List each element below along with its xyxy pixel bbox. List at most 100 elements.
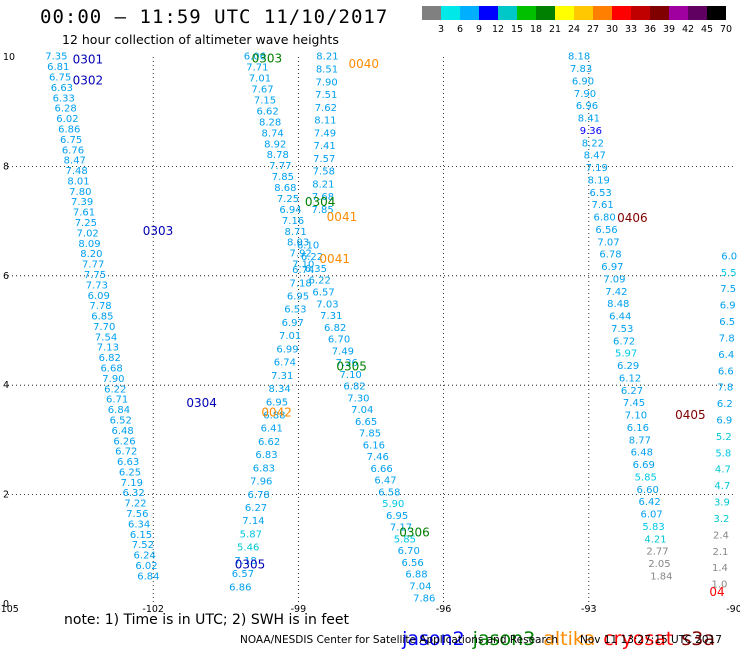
colorbar-swatch	[536, 6, 555, 20]
wave-height-value: 7.54	[95, 332, 117, 343]
wave-height-value: 6.62	[256, 106, 278, 117]
wave-height-value: 6.75	[49, 73, 71, 84]
wave-height-value: 6.71	[106, 395, 128, 406]
wave-height-value: 7.25	[277, 194, 299, 205]
colorbar-swatch	[593, 6, 612, 20]
x-tick-label: -90	[726, 604, 740, 615]
wave-height-value: 5.5	[721, 268, 737, 279]
wave-height-value: 6.52	[110, 415, 132, 426]
wave-height-value: 7.83	[570, 64, 592, 75]
pass-label: 0040	[348, 57, 379, 71]
wave-height-value: 7.85	[359, 429, 381, 440]
pass-label: 0405	[675, 408, 706, 422]
plot-area: -105-102-99-96-93-9002468107.356.816.756…	[0, 51, 740, 615]
wave-height-value: 6.6	[718, 366, 734, 377]
chart-title: 00:00 – 11:59 UTC 11/10/2017	[40, 6, 389, 28]
wave-height-value: 7.92	[290, 249, 312, 260]
wave-height-value: 7.8	[717, 383, 733, 394]
colorbar-swatch	[555, 6, 574, 20]
wave-height-value: 7.68	[312, 192, 334, 203]
pass-label: 0305	[235, 557, 266, 571]
legend-item-altika: altika	[543, 628, 596, 650]
y-tick-label: 2	[3, 490, 9, 501]
wave-height-value: 6.62	[258, 437, 280, 448]
wave-height-value: 7.17	[390, 523, 412, 534]
pass-label: 0304	[305, 195, 336, 209]
wave-height-value: 6.34	[128, 519, 150, 530]
wave-height-value: 7.31	[271, 371, 293, 382]
wave-height-value: 6.53	[590, 188, 612, 199]
wave-height-value: 7.04	[351, 405, 373, 416]
wave-height-value: 9.36	[580, 126, 602, 137]
wave-height-value: 8.28	[259, 117, 281, 128]
wave-height-value: 7.35	[45, 52, 67, 63]
wave-height-value: 8.51	[316, 64, 338, 75]
legend-item-jason2: jason2	[402, 628, 465, 650]
wave-height-value: 3.9	[714, 498, 730, 509]
wave-height-value: 6.57	[232, 569, 254, 580]
wave-height-value: 6.22	[301, 252, 323, 263]
y-tick-label: 0	[3, 599, 9, 610]
wave-height-value: 6.63	[117, 457, 139, 468]
wave-height-value: 7.01	[279, 331, 301, 342]
wave-height-value: 6.4	[718, 350, 734, 361]
wave-height-value: 6.95	[386, 511, 408, 522]
wave-height-value: 6.27	[245, 503, 267, 514]
units-note: note: 1) Time is in UTC; 2) SWH is in fe…	[64, 612, 350, 628]
wave-height-value: 7.53	[611, 324, 633, 335]
wave-height-value: 7.90	[574, 89, 596, 100]
wave-height-value: 7.16	[282, 216, 304, 227]
wave-height-value: 7.58	[313, 167, 335, 178]
wave-height-value: 6.84	[108, 405, 130, 416]
wave-height-value: 6.2	[717, 399, 733, 410]
wave-height-value: 6.06	[244, 52, 266, 63]
colorbar-label: 24	[568, 24, 580, 34]
wave-height-value: 7.57	[313, 154, 335, 165]
wave-height-value: 6.95	[287, 292, 309, 303]
wave-height-value: 8.47	[584, 151, 606, 162]
wave-height-value: 6.99	[276, 344, 298, 355]
y-tick-label: 6	[3, 271, 9, 282]
colorbar-swatch	[650, 6, 669, 20]
wave-height-value: 7.85	[272, 172, 294, 183]
colorbar-swatch	[574, 6, 593, 20]
wave-height-value: 6.42	[639, 497, 661, 508]
wave-height-value: 6.78	[599, 250, 621, 261]
wave-height-value: 8.20	[80, 249, 102, 260]
wave-height-value: 8.41	[578, 114, 600, 125]
pass-label: 0303	[252, 51, 283, 65]
wave-height-value: 8.22	[582, 138, 604, 149]
pass-label: 0305	[336, 359, 367, 373]
wave-height-value: 6.68	[100, 364, 122, 375]
satellite-legend: jason2 jason3 altika cryosat s3a	[390, 606, 723, 650]
wave-height-value: 7.14	[242, 516, 264, 527]
wave-height-value: 7.70	[93, 322, 115, 333]
wave-height-value: 7.52	[132, 540, 154, 551]
wave-height-value: 7.5	[720, 284, 736, 295]
wave-height-value: 8.09	[78, 239, 100, 250]
wave-height-value: 6.25	[119, 467, 141, 478]
wave-height-value: 7.19	[121, 478, 143, 489]
wave-height-value: 6.88	[405, 570, 427, 581]
colorbar-swatch	[517, 6, 536, 20]
colorbar-swatch	[479, 6, 498, 20]
wave-height-value: 8.21	[312, 179, 334, 190]
wave-height-value: 2.05	[648, 559, 670, 570]
wave-height-value: 6.72	[613, 336, 635, 347]
wave-height-value: 6.83	[253, 463, 275, 474]
wave-height-value: 6.88	[263, 410, 285, 421]
wave-height-value: 6.70	[398, 546, 420, 557]
wave-height-value: 7.90	[102, 374, 124, 385]
wave-height-value: 7.51	[315, 90, 337, 101]
wave-height-value: 5.2	[716, 432, 732, 443]
wave-height-value: 7.77	[82, 260, 104, 271]
wave-height-value: 1.4	[712, 563, 728, 574]
colorbar-label: 12	[492, 24, 504, 34]
wave-height-value: 6.86	[229, 582, 251, 593]
colorbar-label: 9	[476, 24, 482, 34]
colorbar-label: 18	[530, 24, 542, 34]
wave-height-value: 7.56	[126, 509, 148, 520]
wave-height-value: 7.25	[75, 218, 97, 229]
wave-height-value: 5.90	[382, 499, 404, 510]
wave-height-value: 6.02	[135, 561, 157, 572]
